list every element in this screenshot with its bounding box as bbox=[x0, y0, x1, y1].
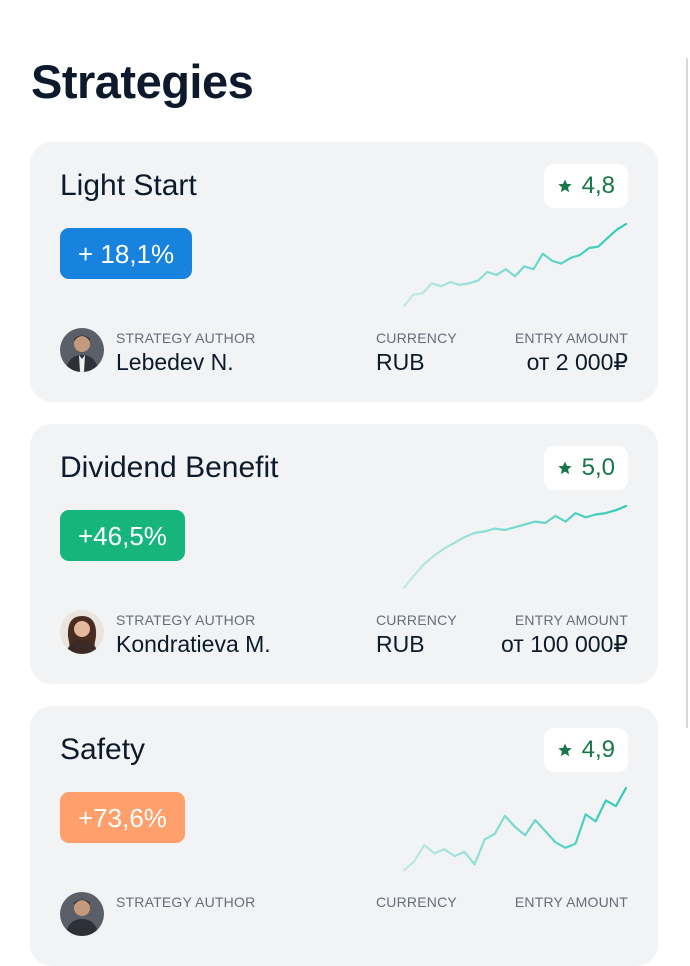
author-label: STRATEGY AUTHOR bbox=[116, 894, 256, 910]
author-avatar bbox=[60, 610, 104, 654]
entry-amount-value: от 100 000₽ bbox=[501, 631, 628, 657]
page-title: Strategies bbox=[31, 55, 254, 108]
return-badge: +46,5% bbox=[60, 510, 185, 561]
currency-value: RUB bbox=[376, 631, 425, 657]
rating-badge: 4,8 bbox=[543, 164, 628, 208]
rating-badge: 4,9 bbox=[543, 728, 628, 772]
author-name: Lebedev N. bbox=[116, 349, 234, 375]
return-badge: +73,6% bbox=[60, 792, 185, 843]
rating-value: 4,8 bbox=[581, 172, 615, 199]
author-label: STRATEGY AUTHOR bbox=[116, 330, 256, 346]
sparkline-path bbox=[402, 504, 628, 590]
currency-label: CURRENCY bbox=[376, 612, 457, 628]
author-avatar bbox=[60, 892, 104, 936]
performance-sparkline bbox=[402, 222, 628, 308]
performance-sparkline bbox=[402, 786, 628, 872]
sparkline-path bbox=[402, 786, 628, 872]
rating-value: 5,0 bbox=[581, 454, 615, 481]
strategy-card-safety[interactable]: Safety 4,9 +73,6% STRATEGY AUTHOR CURREN… bbox=[30, 706, 658, 966]
star-icon bbox=[557, 179, 572, 193]
author-avatar bbox=[60, 328, 104, 372]
entry-amount-label: ENTRY AMOUNT bbox=[514, 612, 628, 628]
strategy-name: Safety bbox=[60, 733, 146, 766]
scroll-indicator[interactable] bbox=[686, 58, 688, 728]
return-badge: + 18,1% bbox=[60, 228, 193, 279]
rating-badge: 5,0 bbox=[543, 446, 628, 490]
entry-amount-label: ENTRY AMOUNT bbox=[514, 894, 628, 910]
strategy-card-dividend-benefit[interactable]: Dividend Benefit 5,0 +46,5% STRATEGY AUT… bbox=[30, 424, 658, 684]
author-label: STRATEGY AUTHOR bbox=[116, 612, 256, 628]
author-name: Kondratieva M. bbox=[116, 631, 271, 657]
sparkline-path bbox=[402, 222, 628, 308]
entry-amount-label: ENTRY AMOUNT bbox=[514, 330, 628, 346]
entry-amount-value: от 2 000₽ bbox=[526, 349, 628, 375]
strategy-card-light-start[interactable]: Light Start 4,8 + 18,1% STRATEGY AUTHOR … bbox=[30, 142, 658, 402]
star-icon bbox=[557, 743, 572, 757]
currency-value: RUB bbox=[376, 349, 425, 375]
star-icon bbox=[557, 461, 572, 475]
currency-label: CURRENCY bbox=[376, 330, 457, 346]
rating-value: 4,9 bbox=[581, 736, 615, 763]
currency-label: CURRENCY bbox=[376, 894, 457, 910]
performance-sparkline bbox=[402, 504, 628, 590]
strategy-name: Light Start bbox=[60, 169, 197, 202]
strategy-name: Dividend Benefit bbox=[60, 451, 279, 484]
